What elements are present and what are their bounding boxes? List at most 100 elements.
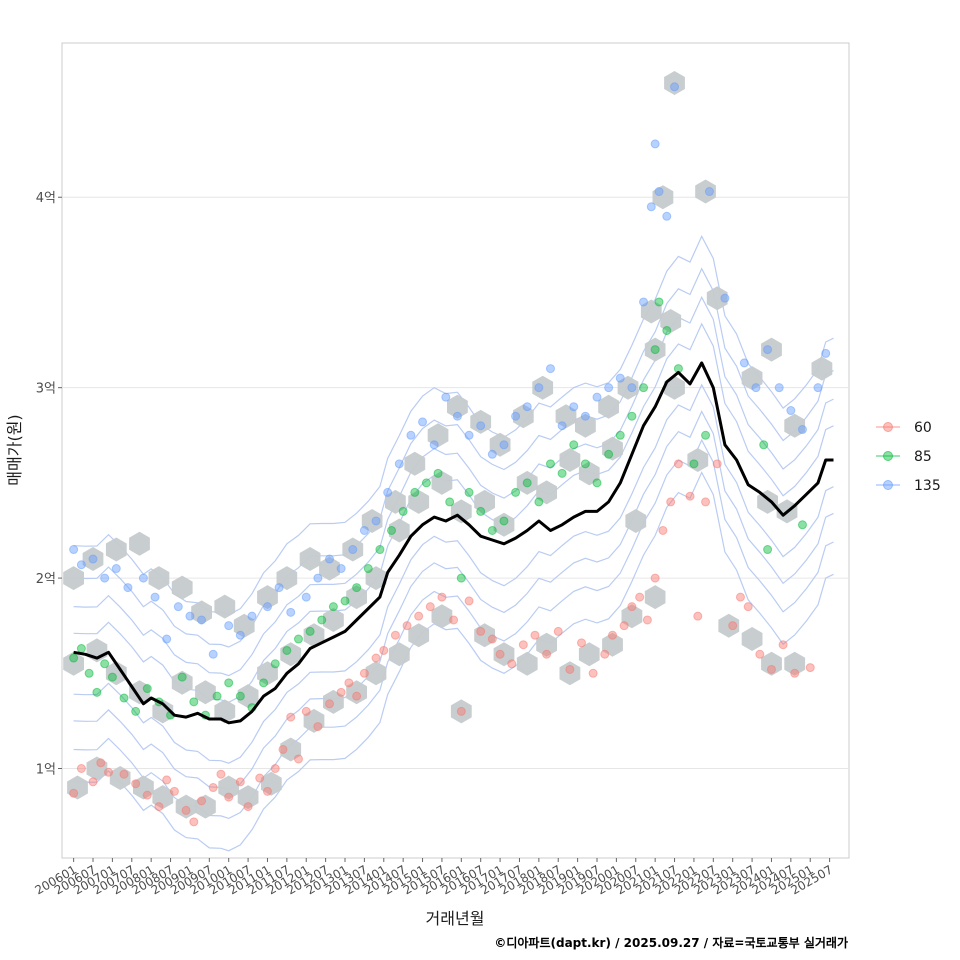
scatter-point-135 [821, 348, 831, 358]
scatter-point-135 [786, 406, 796, 416]
scatter-point-135 [650, 139, 660, 149]
scatter-point-60 [693, 611, 703, 621]
hexbin-cell [261, 771, 282, 796]
hexbin-cell [171, 575, 193, 600]
hexbin-cell [195, 794, 216, 819]
scatter-point-135 [654, 187, 664, 197]
scatter-point-60 [379, 645, 389, 655]
scatter-point-85 [235, 691, 245, 701]
scatter-point-60 [805, 663, 815, 673]
scatter-point-60 [208, 783, 218, 793]
legend-key-point [883, 480, 893, 490]
density-contour [73, 410, 834, 791]
hexbin-cell [191, 600, 212, 625]
scatter-point-85 [177, 672, 187, 682]
scatter-point-135 [670, 82, 680, 92]
scatter-point-135 [418, 417, 428, 427]
scatter-point-135 [580, 411, 590, 421]
scatter-point-135 [383, 487, 393, 497]
scatter-point-60 [243, 802, 253, 812]
scatter-point-60 [673, 459, 683, 469]
scatter-point-85 [557, 468, 567, 478]
scatter-point-60 [712, 459, 722, 469]
scatter-point-85 [293, 634, 303, 644]
hexbin-cell [652, 185, 674, 210]
scatter-point-60 [464, 596, 474, 606]
scatter-point-60 [650, 573, 660, 583]
scatter-point-85 [797, 520, 807, 530]
scatter-point-85 [689, 459, 699, 469]
scatter-point-60 [255, 773, 265, 783]
hexbin-cell [625, 509, 647, 533]
scatter-point-85 [363, 564, 373, 574]
scatter-point-135 [69, 545, 79, 555]
scatter-point-135 [247, 611, 257, 621]
scatter-point-85 [476, 506, 486, 516]
scatter-point-60 [189, 817, 199, 827]
scatter-point-60 [476, 626, 486, 636]
hexbin-cell [63, 566, 84, 591]
scatter-point-135 [704, 187, 714, 197]
scatter-point-60 [642, 615, 652, 625]
scatter-point-135 [325, 554, 335, 564]
scatter-point-135 [774, 383, 784, 393]
scatter-point-135 [639, 297, 649, 307]
scatter-point-135 [545, 364, 555, 374]
scatter-point-135 [662, 211, 672, 221]
hexbin-cell [148, 566, 170, 591]
scatter-point-60 [530, 630, 540, 640]
scatter-point-135 [797, 425, 807, 435]
density-contour [73, 383, 834, 764]
scatter-point-60 [658, 525, 668, 535]
scatter-point-135 [150, 592, 160, 602]
scatter-point-60 [262, 786, 272, 796]
scatter-point-85 [464, 487, 474, 497]
scatter-point-135 [720, 293, 730, 303]
scatter-point-135 [476, 421, 486, 431]
scatter-point-85 [84, 668, 94, 678]
legend-key-point [883, 422, 893, 432]
hexbin-cell [323, 608, 344, 632]
scatter-point-60 [755, 649, 765, 659]
scatter-point-135 [224, 621, 234, 631]
scatter-point-135 [604, 383, 614, 393]
scatter-point-60 [344, 678, 354, 688]
scatter-point-85 [592, 478, 602, 488]
scatter-point-60 [293, 754, 303, 764]
hexbin-cell [82, 547, 104, 571]
hexbin-cell [516, 470, 538, 495]
hexbin-cell [598, 394, 619, 419]
legend-label: 135 [914, 478, 941, 494]
hexbin-cell [105, 537, 127, 562]
scatter-point-135 [76, 560, 86, 570]
hexbin-cell [408, 623, 430, 648]
scatter-point-85 [387, 525, 397, 535]
scatter-point-60 [325, 699, 335, 709]
scatter-point-85 [654, 297, 664, 307]
scatter-point-135 [123, 583, 133, 593]
hexbin-cell [575, 413, 596, 438]
hexbin-cell [299, 547, 321, 571]
scatter-point-60 [414, 611, 424, 621]
scatter-point-135 [348, 545, 358, 555]
hexbin-cell [129, 680, 150, 705]
hexbin-cell [388, 642, 410, 667]
scatter-point-85 [499, 516, 509, 526]
scatter-point-60 [402, 621, 412, 631]
scatter-point-60 [685, 491, 695, 501]
scatter-point-60 [278, 744, 288, 754]
scatter-point-60 [119, 769, 129, 779]
scatter-point-60 [162, 775, 172, 785]
hexbin-cell [447, 394, 468, 419]
hexbin-cell [214, 594, 236, 619]
hexbin-cell [706, 286, 728, 311]
hexbin-layer [63, 71, 833, 819]
scatter-point-135 [615, 373, 625, 383]
hexbin-cell [303, 623, 325, 648]
density-contour [73, 267, 834, 648]
scatter-point-60 [766, 664, 776, 674]
hexbin-cell [63, 651, 84, 676]
scatter-point-60 [600, 649, 610, 659]
legend: 60 85 135 [876, 420, 941, 494]
hexbin-cell [171, 670, 193, 695]
